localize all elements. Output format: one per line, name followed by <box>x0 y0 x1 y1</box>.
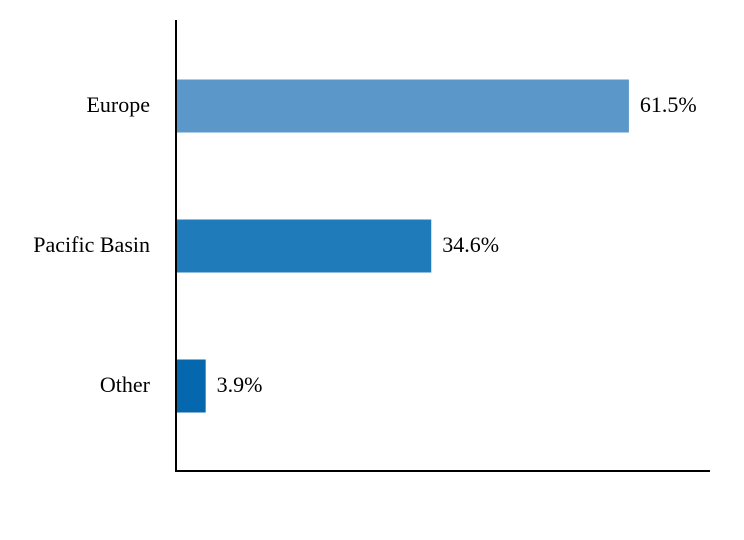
bar <box>177 219 432 273</box>
category-label: Europe <box>86 92 150 117</box>
value-label: 3.9% <box>217 372 263 397</box>
value-label: 61.5% <box>640 92 697 117</box>
bar <box>177 359 206 413</box>
value-label: 34.6% <box>442 232 499 257</box>
category-label: Pacific Basin <box>33 232 150 257</box>
category-label: Other <box>100 372 151 397</box>
bar <box>177 79 629 133</box>
